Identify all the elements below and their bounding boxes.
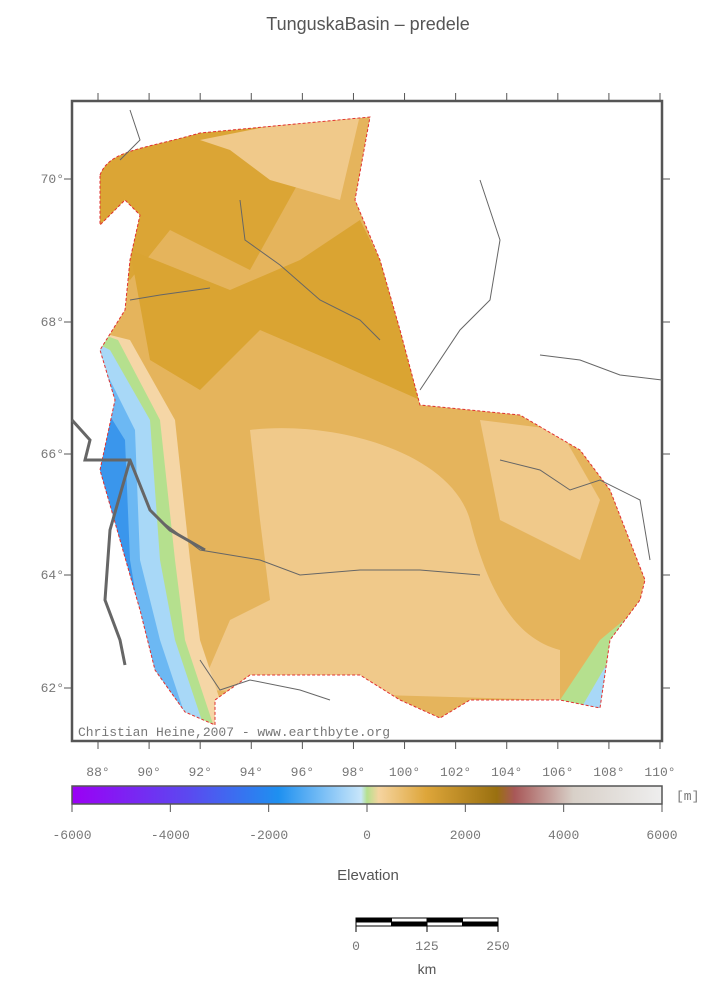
longitude-label: 106° xyxy=(542,765,573,780)
colorbar-ticks: -6000 -4000 -2000 0 2000 4000 6000 xyxy=(52,804,678,843)
scale-segment xyxy=(426,921,463,927)
colorbar-tick-label: 6000 xyxy=(646,828,677,843)
latitude-label: 62° xyxy=(41,681,64,696)
longitude-label: 94° xyxy=(240,765,263,780)
longitude-labels: 88° 90° 92° 94° 96° 98° 100° 102° 104° 106° 108° 11… xyxy=(86,93,676,780)
longitude-label: 96° xyxy=(291,765,314,780)
latitude-label: 68° xyxy=(41,315,64,330)
longitude-label: 88° xyxy=(86,765,109,780)
title: TunguskaBasin – predele xyxy=(266,14,469,34)
latitude-label: 64° xyxy=(41,568,64,583)
longitude-label: 98° xyxy=(342,765,365,780)
colorbar-tick-label: -6000 xyxy=(52,828,91,843)
longitude-label: 100° xyxy=(389,765,420,780)
colorbar-tick-label: -4000 xyxy=(151,828,190,843)
basin-outline xyxy=(99,116,646,726)
scale-segment xyxy=(462,921,499,927)
colorbar-tick-label: 2000 xyxy=(450,828,481,843)
latitude-label: 70° xyxy=(41,172,64,187)
scale-segment xyxy=(391,921,428,927)
scale-tick-label: 250 xyxy=(486,939,509,954)
rivers xyxy=(70,109,663,701)
colorbar-unit: [m] xyxy=(676,789,699,804)
scale-segment xyxy=(426,917,463,923)
longitude-label: 104° xyxy=(491,765,522,780)
scale-bar: km 0 125 250 xyxy=(352,917,510,977)
scale-tick-label: 125 xyxy=(415,939,438,954)
colorbar-ramp xyxy=(71,785,663,805)
scale-segment xyxy=(355,921,392,927)
scale-tick-label: 0 xyxy=(352,939,360,954)
colorbar-tick-label: 4000 xyxy=(548,828,579,843)
longitude-label: 110° xyxy=(644,765,675,780)
longitude-label: 108° xyxy=(593,765,624,780)
longitude-label: 92° xyxy=(188,765,211,780)
colorbar-label: Elevation xyxy=(337,867,399,884)
latitude-label: 66° xyxy=(41,447,64,462)
latitude-labels: 70° 68° 66° 64° 62° xyxy=(41,172,670,696)
colorbar-tick-label: 0 xyxy=(363,828,371,843)
colorbar-tick-label: -2000 xyxy=(249,828,288,843)
scale-segment xyxy=(462,917,499,923)
scale-segment xyxy=(355,917,392,923)
credit: Christian Heine,2007 - www.earthbyte.org xyxy=(78,725,390,740)
scale-unit: km xyxy=(418,961,437,977)
longitude-label: 102° xyxy=(440,765,471,780)
longitude-label: 90° xyxy=(137,765,160,780)
map: Christian Heine,2007 - www.earthbyte.org xyxy=(70,99,664,743)
scale-segment xyxy=(391,917,428,923)
